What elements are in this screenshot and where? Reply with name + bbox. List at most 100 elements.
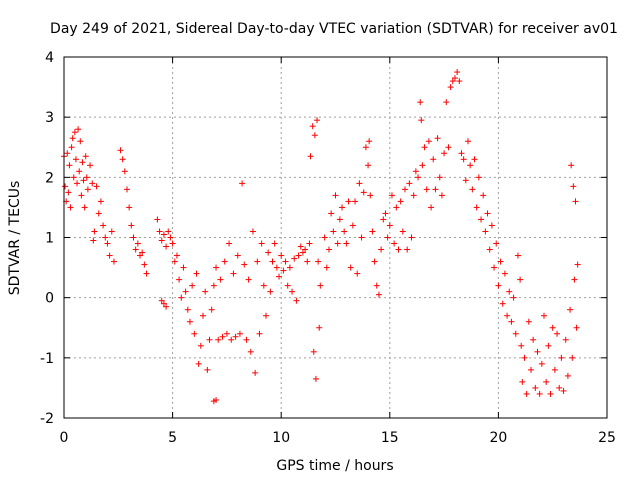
data-point (75, 126, 82, 133)
y-axis-label: SDTVAR / TECUs (7, 181, 23, 296)
data-point (564, 372, 571, 379)
data-point (336, 216, 343, 223)
data-point (493, 240, 500, 247)
data-point (532, 384, 539, 391)
data-point (484, 210, 491, 217)
data-point (169, 240, 176, 247)
data-point (219, 333, 226, 340)
y-tick-label: 2 (45, 170, 54, 186)
data-point (402, 186, 409, 193)
data-point (262, 312, 269, 319)
x-axis-label: GPS time / hours (276, 458, 393, 474)
data-point (418, 117, 425, 124)
data-point (423, 186, 430, 193)
data-point (458, 150, 465, 157)
data-point (525, 318, 532, 325)
data-point (91, 228, 98, 235)
data-point (189, 282, 196, 289)
data-point (573, 324, 580, 331)
data-point (80, 177, 87, 184)
data-point (478, 216, 485, 223)
data-point (130, 234, 137, 241)
data-point (182, 288, 189, 295)
data-point (167, 234, 174, 241)
data-point (568, 162, 575, 169)
data-point (64, 150, 71, 157)
data-point (430, 156, 437, 163)
data-point (360, 189, 367, 196)
data-point (239, 180, 246, 187)
data-point (316, 324, 323, 331)
data-point (265, 249, 272, 256)
data-point (508, 318, 515, 325)
data-point (171, 258, 178, 265)
data-point (236, 330, 243, 337)
data-point (454, 69, 461, 76)
data-point (488, 222, 495, 229)
data-point (517, 276, 524, 283)
data-point (90, 237, 97, 244)
data-point (480, 192, 487, 199)
y-tick-label: 0 (45, 291, 54, 307)
data-point (141, 261, 148, 268)
data-point (571, 276, 578, 283)
data-point (421, 144, 428, 151)
y-tick-labels: -2 -1 0 1 2 3 4 (40, 50, 54, 427)
data-point (438, 192, 445, 199)
data-point (538, 360, 545, 367)
data-point (365, 162, 372, 169)
data-point (512, 330, 519, 337)
data-point (366, 138, 373, 145)
data-point (139, 249, 146, 256)
data-point (158, 297, 165, 304)
data-point (208, 306, 215, 313)
x-tick-label: 20 (489, 430, 507, 446)
data-point (108, 228, 115, 235)
data-point (213, 396, 220, 403)
x-tick-label: 25 (598, 430, 616, 446)
data-point (197, 342, 204, 349)
data-point (154, 216, 161, 223)
data-point (234, 252, 241, 259)
grid-lines (64, 57, 607, 418)
x-tick-label: 15 (381, 430, 399, 446)
data-point (269, 258, 276, 265)
data-point (362, 144, 369, 151)
data-point (163, 243, 170, 250)
data-point (293, 297, 300, 304)
data-point (173, 252, 180, 259)
data-point (84, 186, 91, 193)
data-point (83, 174, 90, 181)
data-point (307, 153, 314, 160)
data-point (527, 366, 534, 373)
y-tick-label: -1 (40, 351, 54, 367)
data-point (184, 306, 191, 313)
data-point (195, 360, 202, 367)
data-point (126, 204, 133, 211)
chart-title: Day 249 of 2021, Sidereal Day-to-day VTE… (50, 21, 618, 37)
data-point (486, 246, 493, 253)
data-point (334, 240, 341, 247)
data-point (230, 270, 237, 277)
data-point (282, 258, 289, 265)
data-point (280, 267, 287, 274)
data-point (519, 378, 526, 385)
data-point (471, 156, 478, 163)
data-point (256, 330, 263, 337)
data-point (341, 228, 348, 235)
data-point (506, 288, 513, 295)
data-point (464, 138, 471, 145)
data-point (95, 210, 102, 217)
data-point (415, 174, 422, 181)
data-point (228, 336, 235, 343)
data-point (102, 234, 109, 241)
data-point (380, 216, 387, 223)
data-point (123, 186, 130, 193)
data-point (143, 270, 150, 277)
data-point (397, 198, 404, 205)
data-point (574, 261, 581, 268)
data-point (556, 384, 563, 391)
data-point (451, 75, 458, 82)
data-point (70, 174, 77, 181)
